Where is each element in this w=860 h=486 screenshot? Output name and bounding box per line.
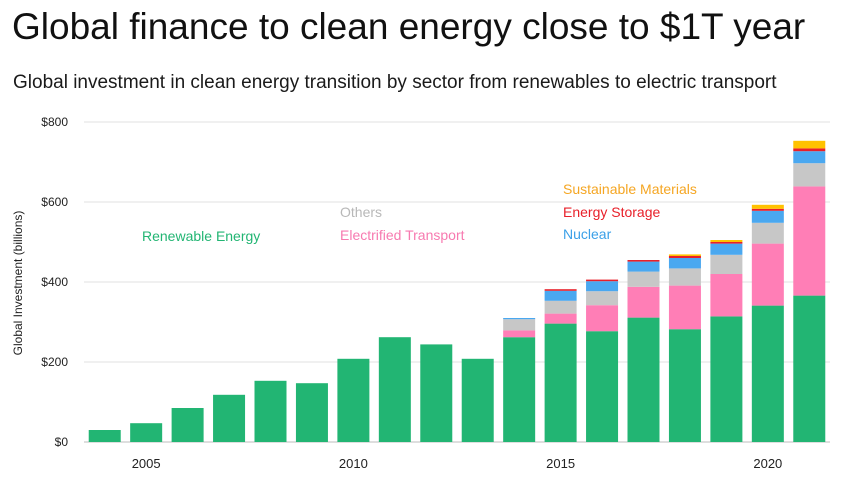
bar-segment-others-2021 (793, 163, 826, 187)
x-tick-label: 2015 (546, 456, 575, 471)
bars (88, 140, 826, 442)
bar-segment-renewable-energy-2004 (88, 430, 121, 442)
bar-segment-nuclear-2016 (586, 281, 619, 292)
bar-segment-nuclear-2021 (793, 151, 826, 164)
bar-segment-energy-storage-2019 (710, 242, 743, 244)
page-title: Global finance to clean energy close to … (12, 6, 806, 47)
bar-segment-electrified-transport-2016 (586, 305, 619, 332)
y-tick-label: $600 (41, 195, 68, 209)
x-axis-ticks: 2005 2010 2015 2020 (132, 456, 783, 471)
bar-segment-electrified-transport-2018 (668, 285, 701, 330)
bar-segment-renewable-energy-2012 (420, 344, 453, 442)
bar-segment-renewable-energy-2008 (254, 380, 287, 442)
bar-segment-renewable-energy-2015 (544, 323, 577, 442)
bar-segment-renewable-energy-2006 (171, 408, 204, 442)
bar-segment-others-2014 (503, 319, 536, 331)
bar-segment-electrified-transport-2019 (710, 274, 743, 317)
bar-segment-sustainable-materials-2019 (710, 240, 743, 242)
bar-segment-electrified-transport-2015 (544, 313, 577, 324)
y-tick-label: $400 (41, 275, 68, 289)
bar-segment-sustainable-materials-2021 (793, 140, 826, 149)
annotation-sustainable-materials: Sustainable Materials (563, 181, 697, 197)
bar-segment-others-2017 (627, 271, 660, 287)
x-tick-label: 2020 (753, 456, 782, 471)
bar-segment-renewable-energy-2019 (710, 316, 743, 442)
annotation-nuclear: Nuclear (563, 226, 612, 242)
bar-segment-renewable-energy-2005 (130, 423, 163, 442)
bar-segment-renewable-energy-2016 (586, 331, 619, 442)
bar-segment-nuclear-2015 (544, 290, 577, 301)
y-tick-label: $800 (41, 115, 68, 129)
x-tick-label: 2005 (132, 456, 161, 471)
bar-segment-energy-storage-2015 (544, 289, 577, 291)
bar-segment-nuclear-2020 (751, 210, 784, 223)
bar-segment-renewable-energy-2021 (793, 295, 826, 442)
bar-segment-others-2018 (668, 268, 701, 286)
bar-segment-sustainable-materials-2020 (751, 204, 784, 209)
bar-segment-energy-storage-2016 (586, 279, 619, 282)
bar-segment-renewable-energy-2007 (213, 394, 246, 442)
grid-lines (84, 121, 830, 443)
bar-segment-energy-storage-2018 (668, 256, 701, 258)
bar-segment-energy-storage-2020 (751, 208, 784, 211)
annotation-renewable-energy: Renewable Energy (142, 228, 260, 244)
page-subtitle: Global investment in clean energy transi… (13, 72, 777, 93)
series-annotations: Renewable Energy Others Electrified Transp… (142, 181, 697, 244)
x-tick-label: 2010 (339, 456, 368, 471)
bar-segment-renewable-energy-2010 (337, 358, 370, 442)
bar-segment-sustainable-materials-2018 (668, 254, 701, 256)
y-tick-label: $0 (55, 435, 69, 449)
y-axis-label: Global Investment (billions) (11, 211, 25, 356)
bar-segment-renewable-energy-2009 (295, 383, 328, 442)
bar-segment-energy-storage-2021 (793, 148, 826, 152)
y-axis-ticks: $0 $200 $400 $600 $800 (41, 115, 68, 449)
bar-segment-renewable-energy-2018 (668, 329, 701, 442)
bar-segment-electrified-transport-2017 (627, 286, 660, 318)
annotation-others: Others (340, 204, 382, 220)
bar-segment-renewable-energy-2020 (751, 305, 784, 442)
bar-segment-renewable-energy-2017 (627, 317, 660, 442)
bar-segment-energy-storage-2017 (627, 260, 660, 262)
bar-segment-nuclear-2018 (668, 258, 701, 269)
bar-segment-nuclear-2017 (627, 261, 660, 272)
bar-segment-others-2015 (544, 300, 577, 314)
bar-segment-nuclear-2019 (710, 243, 743, 255)
annotation-electrified-transport: Electrified Transport (340, 227, 465, 243)
bar-segment-renewable-energy-2014 (503, 337, 536, 442)
bar-segment-others-2020 (751, 222, 784, 244)
bar-segment-others-2019 (710, 254, 743, 274)
bar-segment-electrified-transport-2014 (503, 330, 536, 338)
bar-segment-others-2016 (586, 291, 619, 306)
bar-segment-electrified-transport-2020 (751, 243, 784, 306)
y-tick-label: $200 (41, 355, 68, 369)
bar-segment-nuclear-2014 (503, 318, 536, 320)
annotation-energy-storage: Energy Storage (563, 204, 660, 220)
bar-segment-renewable-energy-2013 (461, 358, 494, 442)
bar-segment-electrified-transport-2021 (793, 186, 826, 296)
bar-segment-renewable-energy-2011 (378, 337, 411, 442)
